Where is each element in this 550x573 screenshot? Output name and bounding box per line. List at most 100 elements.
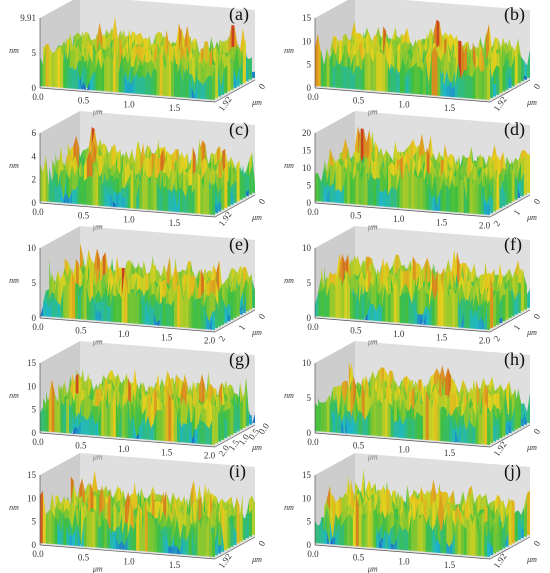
surface-segment xyxy=(118,292,122,323)
surface-segment xyxy=(508,76,512,89)
surface-segment xyxy=(329,57,333,88)
surface-mesh xyxy=(40,15,255,100)
surface-segment xyxy=(115,292,119,323)
surface-segment xyxy=(221,171,225,210)
surface-segment xyxy=(233,74,237,89)
surface-segment xyxy=(350,67,353,90)
panel-label: (c) xyxy=(229,119,249,139)
x-tick-label: 0.0 xyxy=(307,92,319,102)
surface-segment xyxy=(227,177,231,207)
surface-segment xyxy=(124,270,128,323)
surface-segment xyxy=(315,172,318,202)
surface-segment xyxy=(92,71,96,91)
y-tick-label: 2 xyxy=(491,219,502,228)
surface-segment xyxy=(341,66,345,89)
surface-mesh xyxy=(40,242,255,330)
surface-segment xyxy=(60,182,64,203)
surface-segment xyxy=(124,81,128,93)
surface-segment xyxy=(221,68,225,95)
surface-segment xyxy=(54,48,58,88)
y-axis-line xyxy=(489,79,531,103)
surface-segment xyxy=(60,46,64,88)
surface-segment xyxy=(42,155,46,202)
x-tick-label: 1.0 xyxy=(118,329,130,339)
surface-segment xyxy=(180,68,183,98)
surface-segment xyxy=(411,173,415,209)
surface-segment xyxy=(57,182,61,203)
y-tick-label: 0 xyxy=(256,196,267,206)
y-tick-label: 0 xyxy=(256,81,267,91)
surface-segment xyxy=(121,61,125,93)
z-tick-label: 5 xyxy=(307,181,312,191)
surface-segment xyxy=(478,184,482,215)
surface-segment xyxy=(425,59,429,96)
surface-segment xyxy=(455,77,458,98)
surface-segment xyxy=(171,63,175,97)
surface-segment xyxy=(249,165,252,195)
surface-segment xyxy=(191,294,195,329)
surface-segment xyxy=(206,75,210,100)
surface-mesh xyxy=(315,19,530,100)
surface-segment xyxy=(77,71,81,90)
surface-segment xyxy=(194,78,198,99)
surface-segment xyxy=(110,294,113,322)
surface-segment xyxy=(203,305,207,330)
surface-segment xyxy=(127,83,131,94)
surface-segment xyxy=(83,66,87,88)
surface-segment xyxy=(437,52,441,97)
surface-segment xyxy=(382,53,385,92)
surface-segment xyxy=(434,46,438,96)
surface-segment xyxy=(402,56,406,94)
surface-segment xyxy=(206,312,210,330)
surface-segment xyxy=(385,55,388,92)
surface-segment xyxy=(171,299,175,327)
surface-segment xyxy=(139,175,143,210)
surface-segment xyxy=(209,318,213,330)
y-axis-line xyxy=(214,194,256,218)
surface-segment xyxy=(361,167,365,205)
surface-segment xyxy=(245,50,249,82)
z-tick-label: 4 xyxy=(32,151,37,161)
surface-segment xyxy=(66,65,70,89)
x-tick-label: 0.5 xyxy=(350,210,362,220)
surface-segment xyxy=(133,290,137,324)
x-axis-unit: μm xyxy=(367,108,378,117)
surface-segment xyxy=(405,76,409,94)
surface-segment xyxy=(326,188,330,203)
surface-segment xyxy=(317,33,321,87)
surface-segment xyxy=(230,52,234,90)
surface-segment xyxy=(86,175,90,205)
surface-segment xyxy=(145,305,148,325)
surface-segment xyxy=(139,75,143,95)
x-tick-label: 1.5 xyxy=(161,332,173,342)
surface-segment xyxy=(45,299,49,317)
surface-segment xyxy=(200,175,204,215)
surface-segment xyxy=(159,295,163,326)
surface-segment xyxy=(130,290,134,324)
z-axis-unit: nm xyxy=(9,46,19,55)
surface-segment xyxy=(326,47,330,88)
panel-label: (b) xyxy=(504,4,525,24)
surface-segment xyxy=(440,177,444,212)
surface-segment xyxy=(239,174,243,200)
surface-segment xyxy=(527,289,530,308)
z-tick-label: 20 xyxy=(302,128,312,138)
surface-segment xyxy=(51,179,55,203)
surface-segment xyxy=(110,192,113,207)
surface-segment xyxy=(376,181,380,207)
y-axis-unit: μm xyxy=(251,328,262,337)
surface-segment xyxy=(69,269,73,319)
surface-segment xyxy=(499,295,503,322)
surface-segment xyxy=(347,168,350,204)
surface-segment xyxy=(188,185,192,214)
surface-segment xyxy=(520,171,524,197)
z-tick-label: 2 xyxy=(32,175,37,185)
surface-segment xyxy=(440,77,444,97)
surface-segment xyxy=(323,183,327,202)
surface-segment xyxy=(511,294,515,317)
surface-segment xyxy=(478,65,482,100)
surface-segment xyxy=(517,51,521,84)
surface-segment xyxy=(121,196,125,208)
